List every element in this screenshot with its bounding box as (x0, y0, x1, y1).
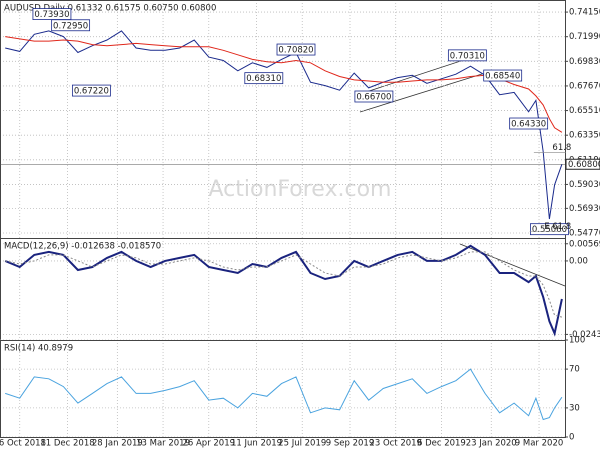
x-tick-label: 23 Oct 2019 (369, 439, 422, 449)
level-label: E 61.8 (544, 222, 571, 232)
x-tick-label: 9 Mar 2020 (515, 439, 563, 449)
annotation-label: 0.64330 (511, 120, 546, 130)
annotation-label: 0.72950 (53, 21, 88, 31)
series-line (4, 244, 563, 337)
watermark: ActionForex.com (209, 177, 392, 202)
y-tick-label: 70 (569, 365, 580, 375)
x-tick-label: 28 Jan 2019 (92, 439, 143, 449)
annotation-box (530, 223, 569, 236)
x-tick-label: 11 Jun 2019 (231, 439, 282, 449)
annotation-label: 0.70820 (278, 46, 313, 56)
annotation-label: 0.67220 (74, 87, 109, 97)
annotation-label: 0.68540 (485, 72, 520, 82)
annotation-label: 0.68310 (246, 74, 281, 84)
panel-frame (0, 340, 566, 438)
last-price-box (565, 158, 600, 170)
annotation-box (276, 43, 316, 56)
y-tick-label: 0.74150 (569, 8, 600, 18)
annotation-box (244, 72, 284, 85)
series-line (5, 368, 563, 421)
annotation-label: 0.73930 (34, 10, 69, 20)
annotation-box (354, 90, 394, 103)
annotation-box (483, 69, 523, 82)
annotation-label: 0.55060 (532, 225, 567, 235)
annotation-label: 0.66700 (356, 93, 391, 103)
series-line (5, 30, 563, 220)
x-tick-label: 6 Dec 2019 (417, 439, 466, 449)
panel-title: MACD(12,26,9) -0.012638 -0.018570 (4, 242, 161, 252)
x-tick-label: 23 Jan 2020 (466, 439, 517, 449)
x-tick-label: 13 Mar 2019 (136, 439, 190, 449)
annotation-label: 0.70310 (450, 51, 485, 61)
y-tick-label: 30 (569, 403, 580, 413)
annotation-box (447, 49, 487, 62)
series-line (5, 251, 563, 318)
x-tick-label: 9 Sep 2019 (326, 439, 374, 449)
channel-line (359, 73, 483, 113)
annotation-box (71, 84, 111, 97)
x-tick-label: 26 Oct 2018 (0, 439, 46, 449)
x-tick-label: 11 Dec 2018 (40, 439, 94, 449)
y-tick-label: 100 (569, 336, 585, 346)
annotation-box (51, 19, 91, 32)
y-tick-label: 0 (569, 433, 574, 443)
panel-title: AUDUSD Daily 0.61332 0.61575 0.60750 0.6… (4, 4, 216, 14)
y-tick-label: -0.024344 (569, 330, 600, 340)
level-label: 61.8 (552, 143, 571, 153)
y-tick-label: 0.00 (569, 256, 588, 266)
x-tick-label: 25 Jul 2019 (278, 439, 326, 449)
x-tick-label: 26 Apr 2019 (182, 439, 235, 449)
annotation-box (509, 117, 549, 130)
y-tick-label: 0.005691 (569, 239, 600, 249)
panel-title: RSI(14) 40.8979 (4, 344, 73, 354)
last-price-label: 0.60800 (568, 160, 600, 170)
